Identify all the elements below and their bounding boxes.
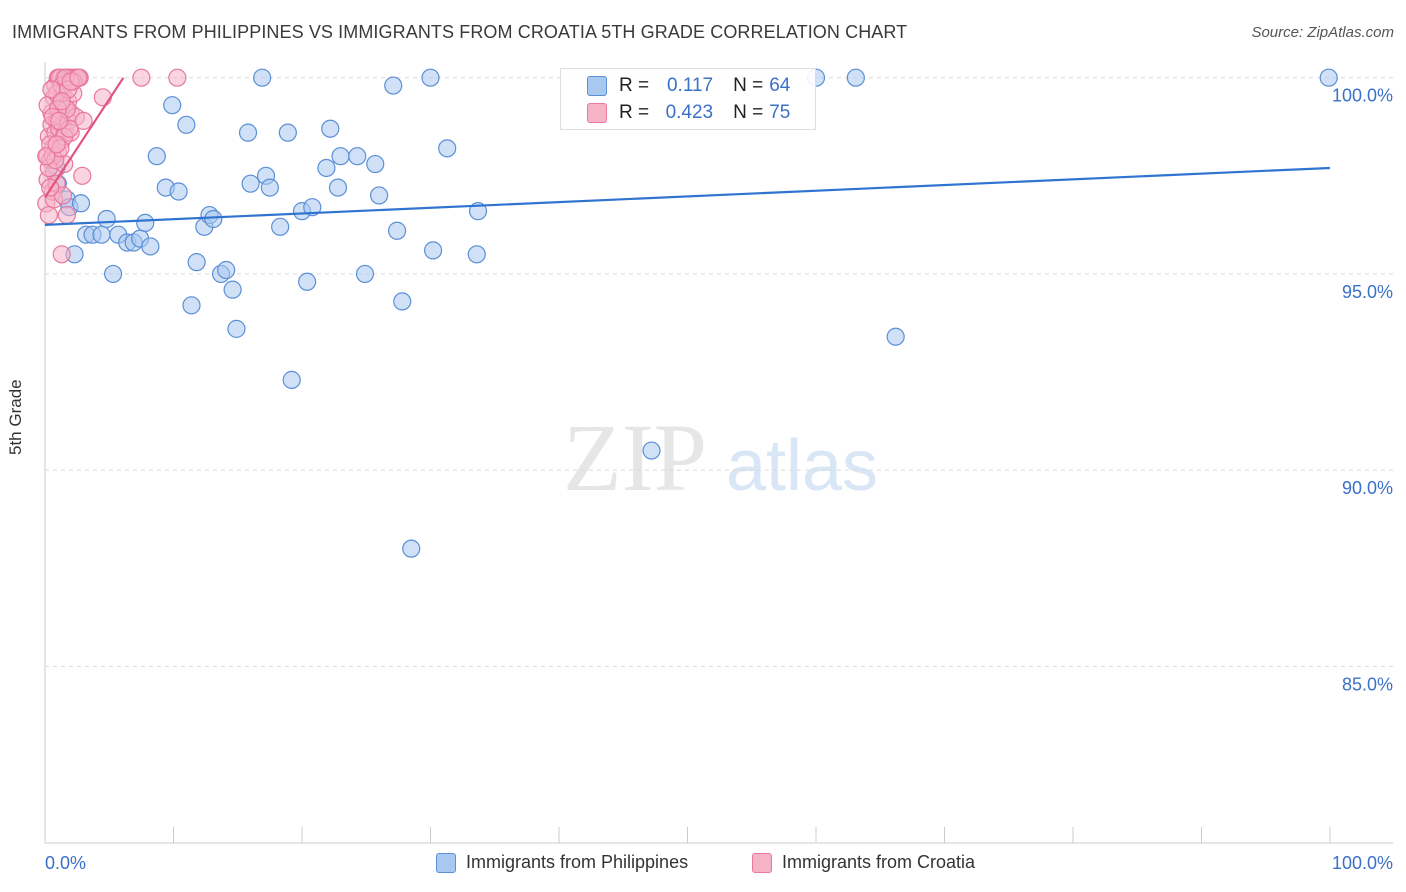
philippines-point — [71, 194, 91, 213]
source-label: Source: ZipAtlas.com — [1251, 24, 1394, 41]
chart-title: IMMIGRANTS FROM PHILIPPINES VS IMMIGRANT… — [12, 22, 908, 42]
croatia-point — [57, 205, 76, 225]
philippines-point — [241, 174, 260, 193]
philippines-point — [204, 209, 223, 229]
r-label: R = — [619, 102, 650, 123]
stats-row-croatia: R = 0.423 N = 75 — [587, 100, 790, 126]
philippines-point — [467, 245, 486, 264]
philippines-point — [169, 182, 188, 201]
philippines-point — [355, 264, 375, 284]
r-value: 0.423 — [665, 102, 714, 123]
philippines-point — [886, 327, 905, 346]
croatia-point — [39, 205, 58, 225]
legend-label: Immigrants from Philippines — [466, 852, 689, 872]
philippines-point — [177, 115, 196, 134]
philippines-point — [317, 158, 336, 178]
philippines-point — [384, 76, 403, 95]
legend-item-croatia[interactable]: Immigrants from Croatia — [752, 852, 975, 873]
philippines-point — [260, 178, 279, 197]
philippines-point — [303, 198, 322, 217]
philippines-point — [163, 96, 182, 115]
philippines-point — [227, 319, 246, 338]
philippines-point — [104, 264, 123, 284]
blue-swatch-icon — [436, 852, 456, 873]
tick-labels: 100.0% 95.0% 90.0% 85.0% 0.0% 100.0% — [45, 86, 1393, 873]
n-label: N = — [733, 102, 764, 123]
philippines-point — [253, 68, 272, 87]
n-label: N = — [733, 75, 764, 96]
philippines-point — [328, 178, 348, 197]
croatia-point — [47, 135, 66, 154]
pink-swatch-icon — [587, 103, 607, 123]
y-tick-label: 90.0% — [1342, 478, 1393, 498]
philippines-point — [393, 292, 412, 311]
philippines-point — [136, 213, 155, 233]
y-tick-label: 100.0% — [1332, 86, 1393, 106]
philippines-point — [238, 123, 258, 142]
philippines-point — [141, 237, 160, 256]
philippines-point — [321, 119, 340, 138]
croatia-point — [52, 92, 71, 111]
philippines-point — [278, 123, 297, 142]
r-label: R = — [619, 75, 650, 96]
pink-swatch-icon — [752, 852, 772, 873]
croatia-point — [37, 147, 56, 166]
n-value: 64 — [769, 75, 791, 96]
philippines-point — [331, 147, 350, 166]
philippines-point — [421, 68, 440, 87]
philippines-point — [282, 370, 301, 389]
philippines-point — [348, 147, 367, 166]
philippines-point — [370, 186, 389, 205]
croatia-point — [168, 68, 187, 87]
blue-swatch-icon — [587, 76, 607, 96]
philippines-point — [271, 217, 290, 236]
watermark-atlas: atlas — [726, 426, 878, 506]
y-tick-label: 95.0% — [1342, 282, 1393, 302]
croatia-trend-line — [44, 77, 125, 199]
axes — [44, 62, 1393, 844]
croatia-point — [50, 111, 69, 130]
philippines-point — [438, 139, 457, 158]
philippines-point — [423, 241, 443, 260]
philippines-point — [92, 225, 111, 244]
croatia-point — [73, 166, 92, 185]
philippines-trend-line — [44, 166, 1331, 226]
philippines-point — [223, 280, 242, 299]
philippines-point — [147, 147, 166, 166]
philippines-point — [402, 539, 421, 558]
croatia-point — [52, 245, 71, 264]
philippines-point — [298, 272, 317, 291]
gridlines — [45, 77, 1393, 667]
x-tick-label: 100.0% — [1332, 853, 1393, 873]
philippines-point — [642, 441, 661, 460]
philippines-point — [1319, 68, 1338, 87]
r-value: 0.117 — [666, 75, 714, 96]
watermark-zip: ZIP — [563, 404, 707, 511]
data-points — [37, 68, 1338, 558]
philippines-point — [387, 221, 407, 240]
philippines-point — [182, 296, 201, 315]
croatia-point — [93, 88, 112, 107]
philippines-point — [846, 68, 865, 87]
trend-lines — [44, 77, 1331, 226]
croatia-point — [74, 111, 93, 130]
y-tick-label: 85.0% — [1342, 674, 1393, 694]
series-legend: Immigrants from Philippines Immigrants f… — [0, 852, 1406, 878]
legend-item-philippines[interactable]: Immigrants from Philippines — [436, 852, 688, 873]
stats-legend: R = 0.117 N = 64 R = 0.423 N = 75 — [560, 68, 816, 130]
philippines-point — [366, 154, 385, 174]
philippines-point — [217, 260, 236, 280]
x-tick-label: 0.0% — [45, 853, 86, 873]
n-value: 75 — [769, 102, 791, 123]
philippines-point — [97, 209, 116, 229]
philippines-point — [187, 253, 206, 272]
croatia-point — [132, 68, 151, 87]
croatia-point — [69, 68, 88, 87]
legend-label: Immigrants from Croatia — [782, 852, 976, 872]
stats-row-philippines: R = 0.117 N = 64 — [587, 73, 790, 99]
